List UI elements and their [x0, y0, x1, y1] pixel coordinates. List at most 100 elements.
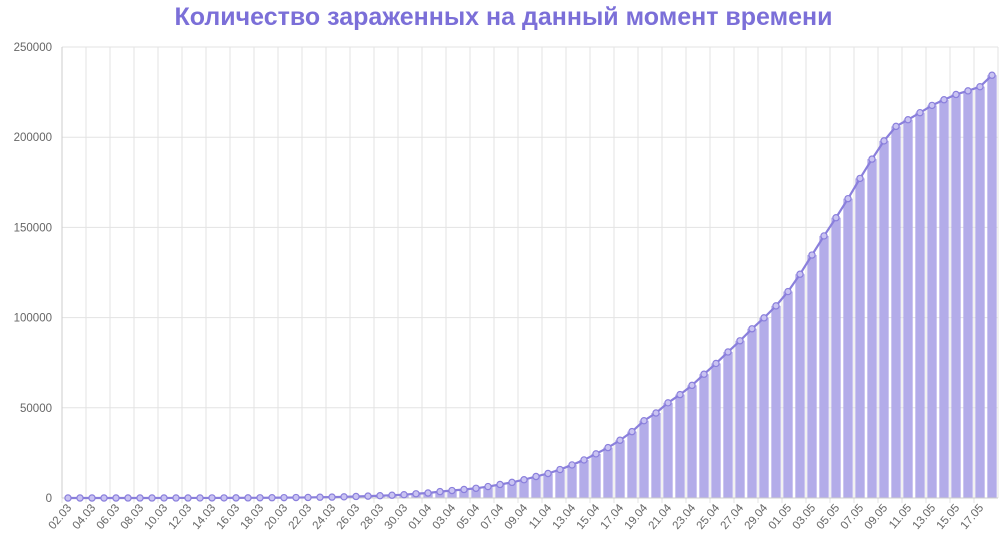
data-bar: [555, 469, 565, 498]
x-tick-label: 27.04: [719, 502, 747, 532]
data-point: [256, 494, 264, 502]
data-point: [124, 494, 132, 502]
data-point: [232, 494, 240, 502]
data-point: [988, 71, 996, 79]
x-tick-label: 22.03: [287, 502, 315, 532]
data-bar: [603, 447, 613, 498]
data-point: [352, 492, 360, 501]
data-point: [892, 122, 900, 131]
data-point: [316, 493, 324, 501]
data-point: [904, 116, 912, 124]
data-point: [184, 494, 192, 502]
data-point: [556, 465, 564, 474]
data-bar: [459, 489, 469, 498]
x-tick-label: 12.03: [167, 502, 195, 532]
x-tick-label: 15.05: [935, 502, 963, 532]
x-tick-label: 13.05: [911, 502, 939, 532]
data-point: [820, 232, 828, 240]
data-bar: [567, 464, 577, 498]
data-point: [772, 302, 780, 310]
chart-title: Количество зараженных на данный момент в…: [174, 3, 833, 31]
x-tick-label: 02.03: [47, 502, 75, 532]
data-bar: [711, 363, 721, 498]
data-point: [964, 87, 972, 95]
data-point: [760, 314, 768, 322]
data-bar: [471, 488, 481, 498]
x-tick-label: 25.04: [695, 502, 723, 532]
data-bar: [687, 385, 697, 498]
x-tick-label: 08.03: [119, 502, 147, 532]
data-bar: [987, 75, 997, 498]
data-bar: [831, 217, 841, 498]
data-point: [580, 456, 588, 464]
data-bar: [903, 119, 913, 499]
x-tick-label: 03.04: [431, 502, 459, 532]
data-point: [796, 270, 804, 278]
x-tick-label: 21.04: [647, 502, 675, 532]
data-point: [340, 493, 348, 501]
data-point: [292, 493, 300, 502]
x-tick-label: 24.03: [311, 502, 339, 532]
data-bar: [783, 291, 793, 498]
data-point: [364, 492, 372, 500]
x-tick-label: 17.05: [959, 502, 987, 532]
data-point: [880, 137, 888, 145]
data-point: [952, 90, 960, 99]
data-bar: [627, 431, 637, 498]
x-tick-label: 01.05: [767, 502, 795, 532]
data-bar: [495, 484, 505, 498]
data-point: [616, 436, 624, 444]
x-tick-label: 06.03: [95, 502, 123, 532]
data-bar: [855, 178, 865, 498]
x-tick-label: 07.05: [839, 502, 867, 532]
data-bar: [915, 112, 925, 498]
x-tick-label: 17.04: [599, 502, 627, 532]
data-point: [112, 494, 120, 502]
data-bar: [747, 328, 757, 498]
data-bar: [639, 420, 649, 498]
x-tick-label: 04.03: [71, 502, 99, 532]
x-tick-label: 09.05: [863, 502, 891, 532]
x-tick-label: 11.05: [887, 502, 914, 531]
data-point: [76, 494, 84, 502]
data-bar: [591, 453, 601, 498]
y-tick-label: 150000: [14, 222, 52, 234]
data-point: [244, 494, 252, 502]
x-tick-label: 23.04: [671, 502, 699, 532]
data-point: [412, 490, 420, 498]
x-tick-label: 09.04: [503, 502, 531, 532]
data-point: [376, 492, 384, 500]
data-point: [808, 251, 816, 259]
data-bar: [651, 412, 661, 498]
data-point: [520, 476, 528, 484]
data-point: [460, 485, 468, 494]
data-point: [196, 494, 204, 502]
data-point: [976, 82, 984, 91]
data-bar: [675, 394, 685, 498]
x-tick-label: 05.04: [455, 502, 483, 532]
data-point: [640, 416, 648, 425]
data-bar: [483, 486, 493, 498]
data-point: [100, 494, 108, 502]
data-point: [484, 482, 492, 491]
data-bar: [579, 459, 589, 498]
data-point: [736, 337, 744, 345]
x-tick-label: 11.04: [527, 502, 555, 532]
x-tick-label: 28.03: [359, 502, 387, 532]
x-tick-label: 01.04: [407, 502, 435, 532]
data-point: [388, 491, 396, 499]
data-point: [592, 450, 600, 458]
x-tick-label: 05.05: [815, 502, 843, 532]
data-bar: [615, 440, 625, 498]
data-point: [940, 96, 948, 104]
data-point: [916, 108, 924, 117]
data-point: [280, 493, 288, 502]
x-tick-label: 14.03: [191, 502, 219, 532]
data-bar: [771, 305, 781, 498]
data-bar: [759, 317, 769, 498]
y-tick-label: 50000: [20, 403, 52, 415]
data-point: [532, 472, 540, 481]
x-tick-label: 16.03: [215, 502, 243, 532]
data-point: [160, 494, 168, 502]
data-point: [688, 381, 696, 390]
